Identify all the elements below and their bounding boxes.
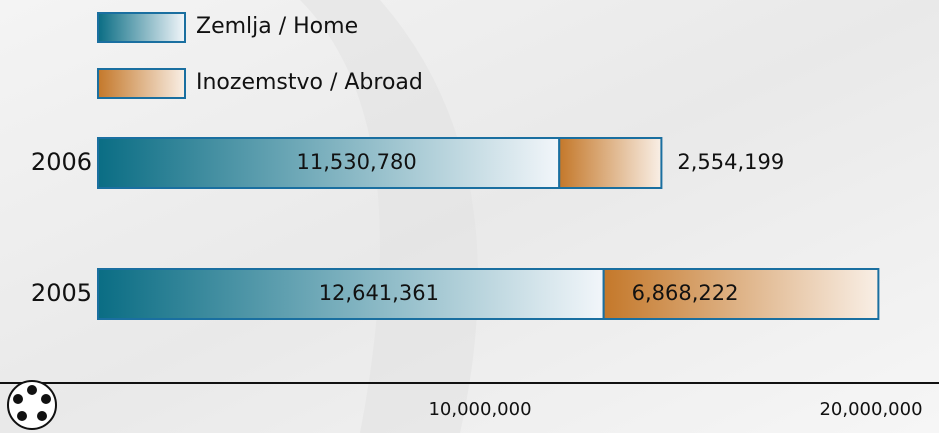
- value-label: 11,530,780: [296, 150, 416, 174]
- value-label: 2,554,199: [677, 150, 784, 174]
- legend-swatch: [97, 68, 186, 99]
- bar-segment: [97, 268, 605, 320]
- legend-label: Inozemstvo / Abroad: [196, 70, 423, 95]
- background-shape: [300, 0, 478, 433]
- bar-segment: [97, 137, 561, 189]
- category-label: 2005: [31, 279, 92, 307]
- bar-segment: [558, 137, 663, 189]
- value-label: 12,641,361: [319, 281, 439, 305]
- value-label: 6,868,222: [632, 281, 739, 305]
- bar-segment: [602, 268, 880, 320]
- legend-swatch: [97, 12, 186, 43]
- x-tick-label: 10,000,000: [428, 399, 531, 420]
- x-tick-label: 20,000,000: [819, 399, 922, 420]
- category-label: 2006: [31, 148, 92, 176]
- logo: [7, 380, 57, 430]
- legend-label: Zemlja / Home: [196, 14, 358, 39]
